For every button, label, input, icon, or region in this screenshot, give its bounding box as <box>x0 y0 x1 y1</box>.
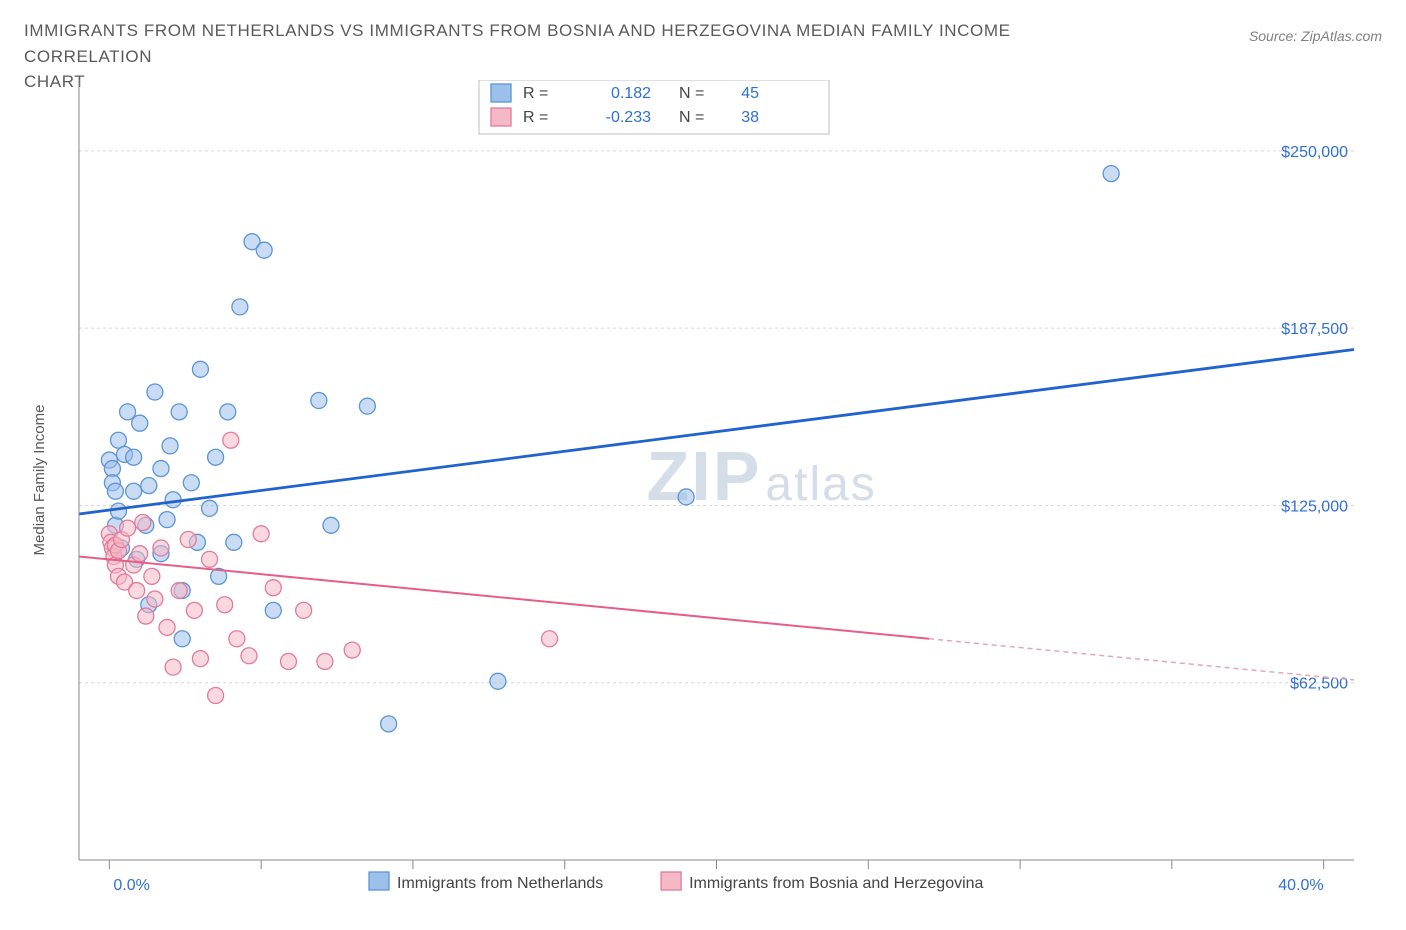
data-point <box>153 540 169 556</box>
data-point <box>323 517 339 533</box>
legend-value: -0.233 <box>606 109 651 126</box>
data-point <box>107 483 123 499</box>
x-tick-label: 0.0% <box>113 877 149 894</box>
data-point <box>223 432 239 448</box>
data-point <box>217 597 233 613</box>
data-point <box>138 608 154 624</box>
data-point <box>132 415 148 431</box>
data-point <box>159 512 175 528</box>
data-point <box>317 653 333 669</box>
series-legend-label: Immigrants from Bosnia and Herzegovina <box>689 875 983 892</box>
source-credit: Source: ZipAtlas.com <box>1249 28 1382 44</box>
data-point <box>192 361 208 377</box>
legend-swatch <box>491 108 511 126</box>
source-prefix: Source: <box>1249 28 1301 44</box>
data-point <box>147 591 163 607</box>
legend-swatch <box>661 872 681 890</box>
data-point <box>171 583 187 599</box>
data-point <box>296 602 312 618</box>
trend-line <box>79 557 929 639</box>
data-point <box>344 642 360 658</box>
data-point <box>226 534 242 550</box>
data-point <box>162 438 178 454</box>
data-point <box>165 659 181 675</box>
data-point <box>241 648 257 664</box>
data-point <box>153 461 169 477</box>
y-axis-title: Median Family Income <box>31 405 48 556</box>
title-line1: IMMIGRANTS FROM NETHERLANDS VS IMMIGRANT… <box>24 21 1011 66</box>
data-point <box>141 478 157 494</box>
data-point <box>232 299 248 315</box>
data-point <box>129 583 145 599</box>
data-point <box>147 384 163 400</box>
data-point <box>265 580 281 596</box>
data-point <box>171 404 187 420</box>
data-point <box>126 483 142 499</box>
y-tick-label: $187,500 <box>1281 321 1348 338</box>
chart-svg: ZIPatlas$62,500$125,000$187,500$250,0000… <box>24 80 1382 906</box>
legend-value: 0.182 <box>611 85 651 102</box>
data-point <box>192 651 208 667</box>
data-point <box>174 631 190 647</box>
data-point <box>132 546 148 562</box>
legend-label: R = <box>523 85 548 102</box>
data-point <box>220 404 236 420</box>
data-point <box>678 489 694 505</box>
series-legend-label: Immigrants from Netherlands <box>397 875 603 892</box>
data-point <box>120 520 136 536</box>
y-tick-label: $250,000 <box>1281 144 1348 161</box>
data-point <box>208 449 224 465</box>
legend-value: 45 <box>741 85 759 102</box>
legend-value: 38 <box>741 109 759 126</box>
data-point <box>144 568 160 584</box>
y-tick-label: $125,000 <box>1281 498 1348 515</box>
data-point <box>229 631 245 647</box>
data-point <box>256 242 272 258</box>
legend-label: N = <box>679 109 704 126</box>
data-point <box>490 673 506 689</box>
data-point <box>381 716 397 732</box>
data-point <box>110 503 126 519</box>
data-point <box>202 551 218 567</box>
data-point <box>186 602 202 618</box>
data-point <box>280 653 296 669</box>
data-point <box>135 514 151 530</box>
legend-label: R = <box>523 109 548 126</box>
data-point <box>202 500 218 516</box>
legend-label: N = <box>679 85 704 102</box>
data-point <box>1103 166 1119 182</box>
data-point <box>180 531 196 547</box>
data-point <box>126 449 142 465</box>
data-point <box>265 602 281 618</box>
data-point <box>542 631 558 647</box>
data-point <box>159 619 175 635</box>
legend-swatch <box>491 84 511 102</box>
data-point <box>253 526 269 542</box>
data-point <box>208 687 224 703</box>
x-tick-label: 40.0% <box>1278 877 1323 894</box>
correlation-chart: ZIPatlas$62,500$125,000$187,500$250,0000… <box>24 80 1382 906</box>
trend-line-dash <box>929 639 1354 680</box>
data-point <box>359 398 375 414</box>
data-point <box>120 404 136 420</box>
data-point <box>183 475 199 491</box>
legend-swatch <box>369 872 389 890</box>
data-point <box>311 393 327 409</box>
y-tick-label: $62,500 <box>1290 676 1348 693</box>
source-name: ZipAtlas.com <box>1301 28 1382 44</box>
